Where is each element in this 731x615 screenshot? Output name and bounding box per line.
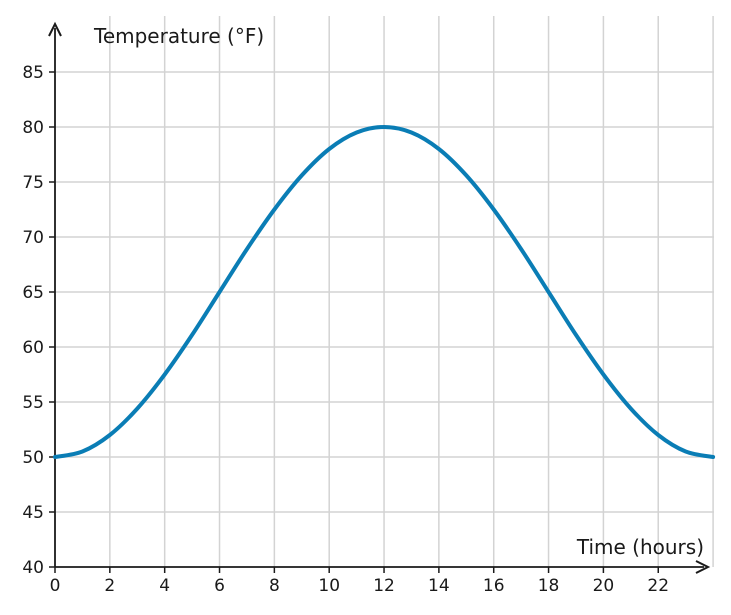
x-tick-label: 14 bbox=[428, 576, 450, 596]
x-tick-label: 12 bbox=[373, 576, 395, 596]
x-tick-label: 10 bbox=[318, 576, 340, 596]
x-tick-label: 2 bbox=[104, 576, 115, 596]
x-tick-label: 6 bbox=[214, 576, 225, 596]
x-tick-label: 18 bbox=[538, 576, 560, 596]
series bbox=[53, 125, 716, 459]
y-tick-label: 75 bbox=[22, 173, 44, 193]
y-tick-label: 60 bbox=[22, 338, 44, 358]
x-tick-label: 20 bbox=[593, 576, 615, 596]
ticks: 0 2 4 6 8 10 12 14 16 18 20 22 40 45 50 55 60 65 70 75 80 85 bbox=[22, 63, 669, 596]
y-axis-arrow-icon bbox=[48, 21, 62, 37]
x-axis-arrow-icon bbox=[695, 560, 711, 574]
y-tick-label: 70 bbox=[22, 228, 44, 248]
y-tick-label: 80 bbox=[22, 118, 44, 138]
y-tick-label: 45 bbox=[22, 503, 44, 523]
y-tick-label: 65 bbox=[22, 283, 44, 303]
grid bbox=[55, 16, 714, 567]
x-tick-label: 0 bbox=[50, 576, 61, 596]
y-tick-label: 40 bbox=[22, 558, 44, 578]
x-axis-title: Time (hours) bbox=[576, 535, 704, 559]
axes bbox=[48, 21, 711, 574]
x-tick-label: 8 bbox=[269, 576, 280, 596]
x-tick-label: 16 bbox=[483, 576, 505, 596]
y-tick-label: 55 bbox=[22, 393, 44, 413]
y-axis-title: Temperature (°F) bbox=[93, 24, 264, 48]
y-tick-label: 85 bbox=[22, 63, 44, 83]
series-line bbox=[53, 125, 716, 459]
x-tick-label: 22 bbox=[647, 576, 669, 596]
x-tick-label: 4 bbox=[159, 576, 170, 596]
y-tick-label: 50 bbox=[22, 448, 44, 468]
